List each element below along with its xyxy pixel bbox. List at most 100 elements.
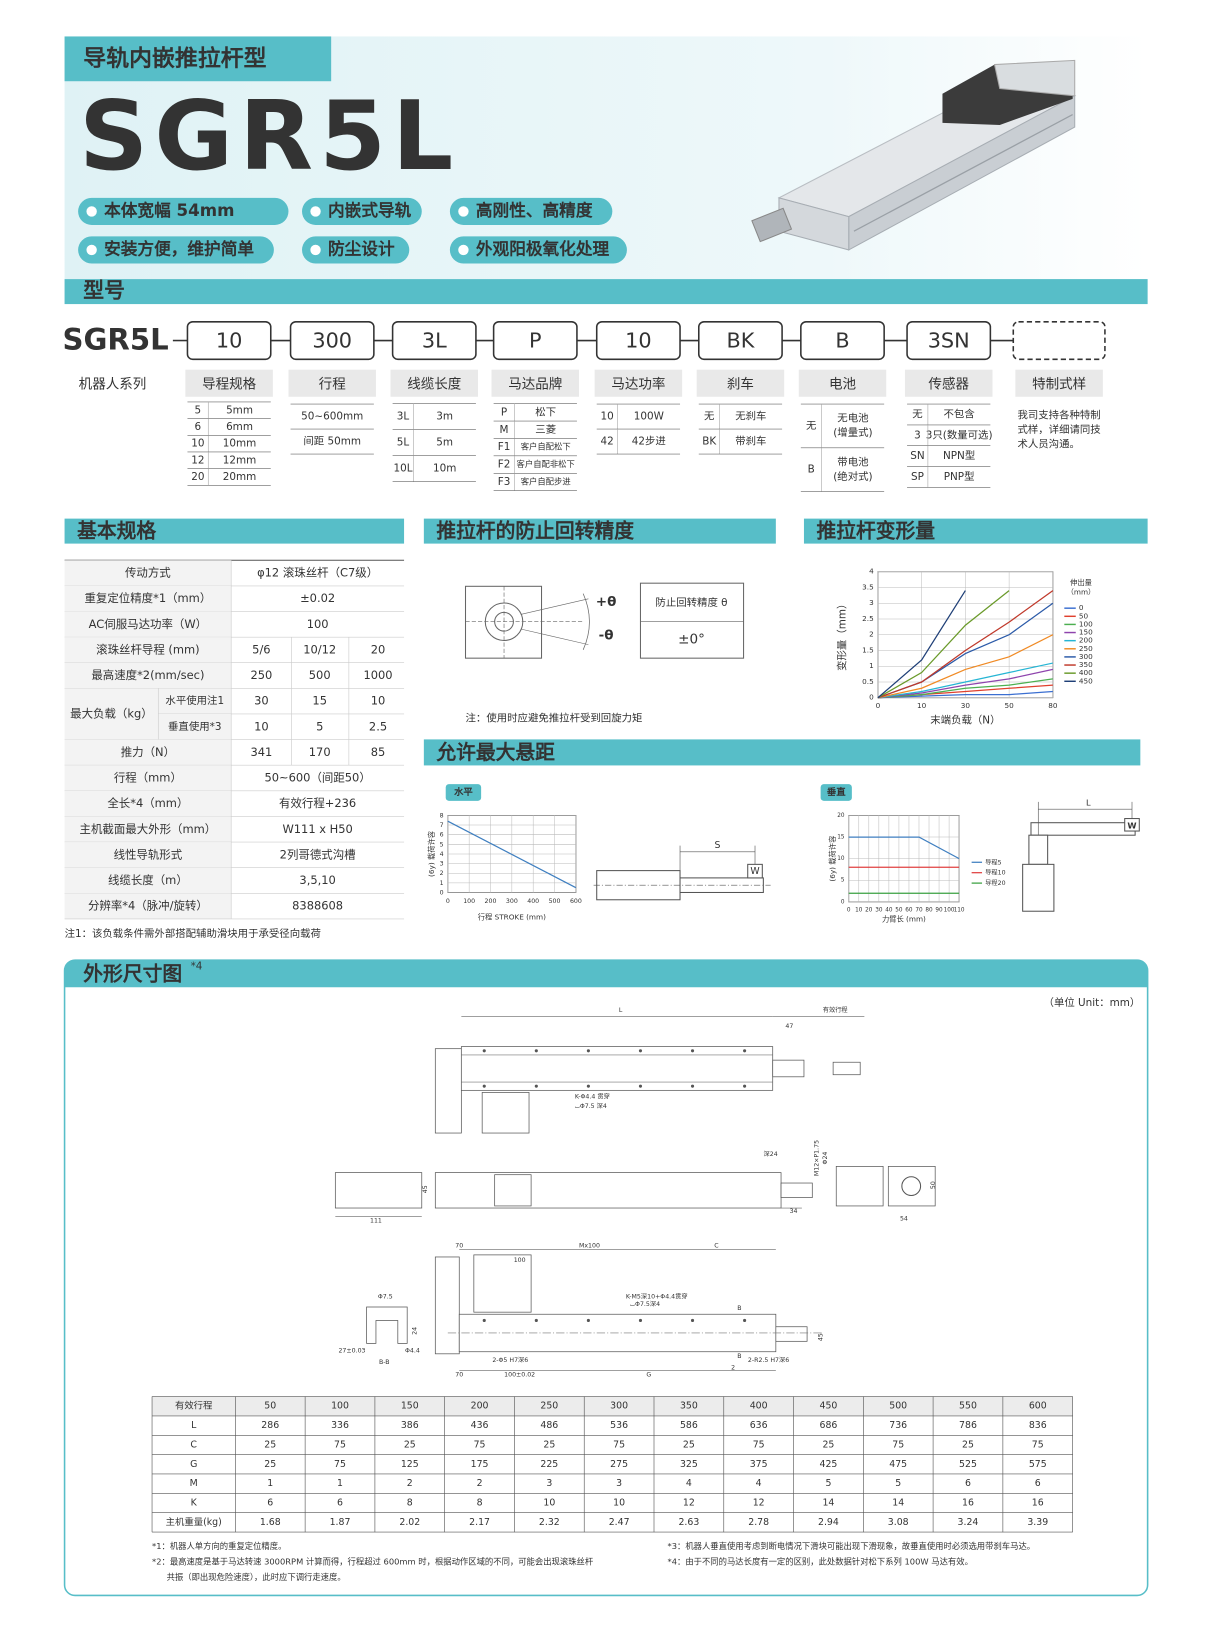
- drawing-label: B-B: [379, 1359, 390, 1366]
- column-title-bg: [1015, 369, 1103, 397]
- spec-value: 250: [250, 668, 272, 682]
- table-cell: 225: [540, 1459, 558, 1470]
- spec-label-bg: [64, 842, 232, 868]
- table-cell: 3.08: [888, 1517, 909, 1528]
- drawing-label: 2-Φ5 H7深6: [492, 1356, 528, 1364]
- drawing-hole: [638, 1084, 643, 1088]
- row-text: 50~600mm: [301, 411, 363, 423]
- spec-label: 分辨率*4（脉冲/旋转）: [88, 899, 208, 913]
- code-text: B: [835, 329, 849, 353]
- table-cell: 550: [959, 1401, 977, 1412]
- drawing-label: 34: [790, 1208, 798, 1215]
- spec-label-bg: [64, 662, 232, 689]
- drawing-hole: [482, 1049, 486, 1053]
- x-tick-label: 50: [895, 908, 903, 914]
- drawing-part: [887, 1166, 936, 1207]
- row-desc: 12mm: [223, 454, 257, 466]
- row-code: 10: [191, 438, 204, 450]
- code-text: 300: [312, 329, 352, 353]
- table-cell: L: [191, 1420, 197, 1431]
- diagram-label: L: [1086, 797, 1091, 807]
- table-cell: 250: [540, 1401, 558, 1412]
- table-cell: 25: [543, 1439, 555, 1450]
- row-text: 间距 50mm: [303, 435, 361, 448]
- row-desc: 5m: [436, 437, 453, 449]
- y-tick-label: 2: [440, 870, 444, 877]
- spec-label: 行程（mm）: [114, 771, 182, 785]
- x-tick-label: 500: [549, 898, 561, 905]
- table-cell: 1.68: [260, 1517, 281, 1528]
- category-tab: [64, 36, 332, 82]
- drawing-hole: [586, 1049, 590, 1053]
- table-cell: 1: [267, 1478, 273, 1489]
- column-title: 导程规格: [202, 376, 257, 392]
- table-cell: 有效行程: [175, 1400, 212, 1412]
- table-cell: 175: [471, 1459, 489, 1470]
- feature-text: 本体宽幅 54mm: [104, 200, 234, 220]
- page-content: 导轨内嵌推拉杆型 SGR5L 本体宽幅 54mm 内嵌式导轨 高刚性、高精度安装方便，维…: [62, 36, 1149, 1597]
- spec-value: 341: [250, 745, 272, 759]
- y-tick-label: 20: [837, 813, 845, 819]
- table-cell: 6: [337, 1498, 343, 1509]
- legend-label: 250: [1079, 644, 1093, 653]
- spec-value: 10: [254, 719, 269, 733]
- x-tick-label: 100: [944, 908, 955, 914]
- footnote: *1：机器人单方向的重复定位精度。: [152, 1541, 286, 1551]
- drawing-label: 111: [370, 1218, 382, 1225]
- section-title: 推拉杆变形量: [816, 520, 935, 543]
- column-title: 行程: [319, 376, 347, 392]
- row-code: 无: [912, 408, 922, 420]
- table-cell: 25: [962, 1439, 974, 1450]
- column-title: 刹车: [727, 375, 754, 392]
- section-bar: [423, 739, 1141, 766]
- row-desc: 松下: [535, 405, 556, 418]
- code-text: 10: [216, 329, 242, 353]
- row-code: 无: [806, 420, 816, 432]
- table-cell: 686: [819, 1420, 837, 1431]
- drawing-label: 70: [455, 1372, 463, 1379]
- spec-value: 2.5: [369, 719, 387, 733]
- section-title: 推拉杆的防止回转精度: [436, 520, 634, 543]
- drawing-label: C: [714, 1243, 719, 1250]
- x-tick-label: 60: [905, 908, 913, 914]
- feature-pill: [78, 236, 274, 264]
- drawing-hole: [743, 1318, 747, 1323]
- y-tick-label: 3: [869, 598, 874, 607]
- table-cell: 10: [543, 1498, 555, 1509]
- spec-value: 30: [254, 694, 269, 708]
- table-cell: 2.17: [469, 1517, 490, 1528]
- drawing-label: 100: [514, 1257, 526, 1264]
- data-line: [848, 836, 960, 860]
- row-code: M: [500, 424, 509, 436]
- spec-label-bg: [158, 688, 232, 714]
- row-code: F1: [498, 441, 511, 453]
- table-cell: 6: [267, 1498, 273, 1509]
- spec-label-bg: [158, 713, 232, 740]
- drawing-label: Φ4.4: [405, 1348, 420, 1355]
- row-code: 20: [191, 471, 204, 483]
- drawing-hole: [586, 1084, 590, 1088]
- custom-text: 术人员沟通。: [1017, 438, 1079, 451]
- legend-label: 50: [1079, 611, 1089, 620]
- drawing-label: L: [619, 1007, 623, 1014]
- table-cell: 75: [1032, 1439, 1044, 1450]
- table-cell: 8: [407, 1498, 413, 1509]
- table-cell: 836: [1029, 1420, 1047, 1431]
- row-code: 无: [704, 411, 714, 423]
- table-cell: 3.24: [958, 1517, 979, 1528]
- spec-label: 传动方式: [125, 566, 171, 580]
- x-tick-label: 80: [1048, 701, 1058, 710]
- table-cell: 2.63: [678, 1517, 699, 1528]
- row-desc: 无电池: [837, 412, 869, 425]
- drawing-part: [334, 1172, 423, 1209]
- y-tick-label: 15: [837, 835, 845, 841]
- tag-text: 垂直: [827, 786, 846, 798]
- feature-pill: [78, 197, 289, 225]
- row-desc: 10m: [433, 463, 456, 475]
- rotation-arc: [582, 593, 590, 650]
- column-title: 电池: [829, 376, 857, 392]
- section-bar: [423, 518, 776, 544]
- column-title-bg: [491, 369, 580, 397]
- row-code: 3L: [397, 411, 410, 423]
- column-title-bg: [288, 369, 376, 397]
